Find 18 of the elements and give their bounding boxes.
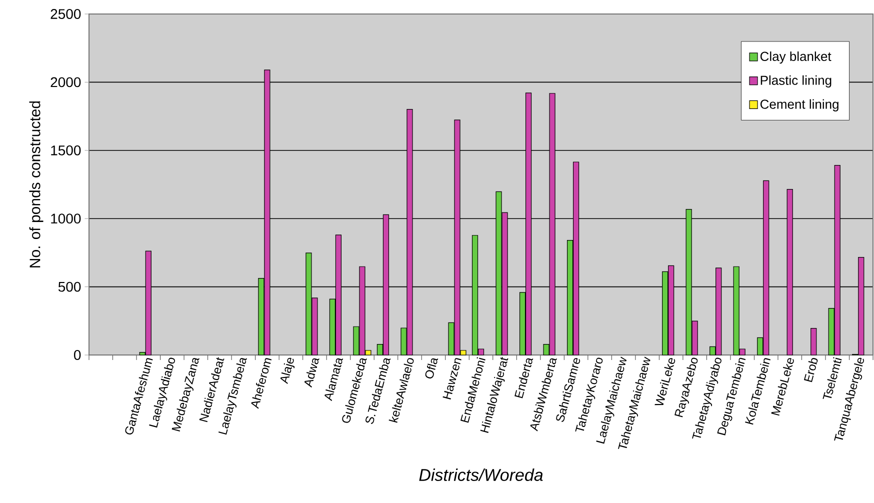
x-tick-label: Alamata bbox=[324, 358, 344, 402]
x-axis-title: Districts/Woreda bbox=[419, 468, 543, 482]
y-tick-label: 1000 bbox=[51, 214, 81, 224]
y-tick-label: 500 bbox=[58, 282, 81, 292]
y-tick-label: 2500 bbox=[50, 9, 81, 19]
y-tick-label: 1500 bbox=[51, 145, 81, 156]
x-tick-label: Erob bbox=[804, 358, 818, 382]
x-tick-label: Ofla bbox=[425, 358, 438, 378]
y-axis-title: No. of ponds constructed bbox=[29, 101, 44, 268]
legend-label: Clay blanket bbox=[760, 51, 832, 64]
y-tick-label: 0 bbox=[74, 350, 81, 360]
bar bbox=[810, 328, 817, 356]
legend-label: Cement lining bbox=[760, 99, 838, 112]
legend-label: Plastic lining bbox=[760, 75, 832, 88]
x-tick-label: Hawzen bbox=[442, 358, 462, 400]
x-tick-label: Adwa bbox=[304, 358, 320, 388]
y-tick-label: 2000 bbox=[50, 77, 81, 88]
x-tick-label: Alaje bbox=[280, 358, 295, 384]
